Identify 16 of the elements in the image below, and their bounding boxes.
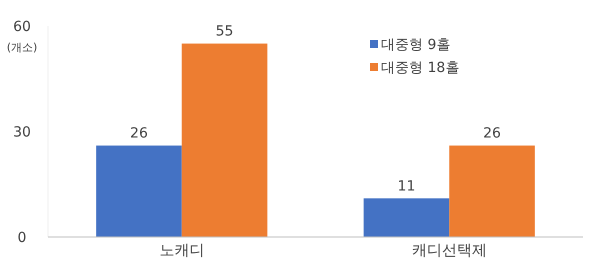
x-tick-label: 캐디선택제 <box>412 241 487 259</box>
bar <box>449 146 535 237</box>
bar <box>96 146 182 237</box>
y-tick-label: 0 <box>18 230 26 246</box>
legend-label: 대중형 9홀 <box>381 36 450 53</box>
data-label: 55 <box>216 24 234 40</box>
data-label: 26 <box>130 126 148 142</box>
bar <box>182 44 268 237</box>
x-tick-label: 노캐디 <box>159 241 204 259</box>
y-axis-title: (개소) <box>6 40 38 54</box>
y-tick-label: 30 <box>13 124 31 140</box>
data-label: 26 <box>483 126 502 142</box>
y-tick-label: 60 <box>13 18 31 35</box>
data-label: 11 <box>398 178 416 194</box>
bar <box>364 198 450 237</box>
legend-label: 대중형 18홀 <box>381 60 460 76</box>
